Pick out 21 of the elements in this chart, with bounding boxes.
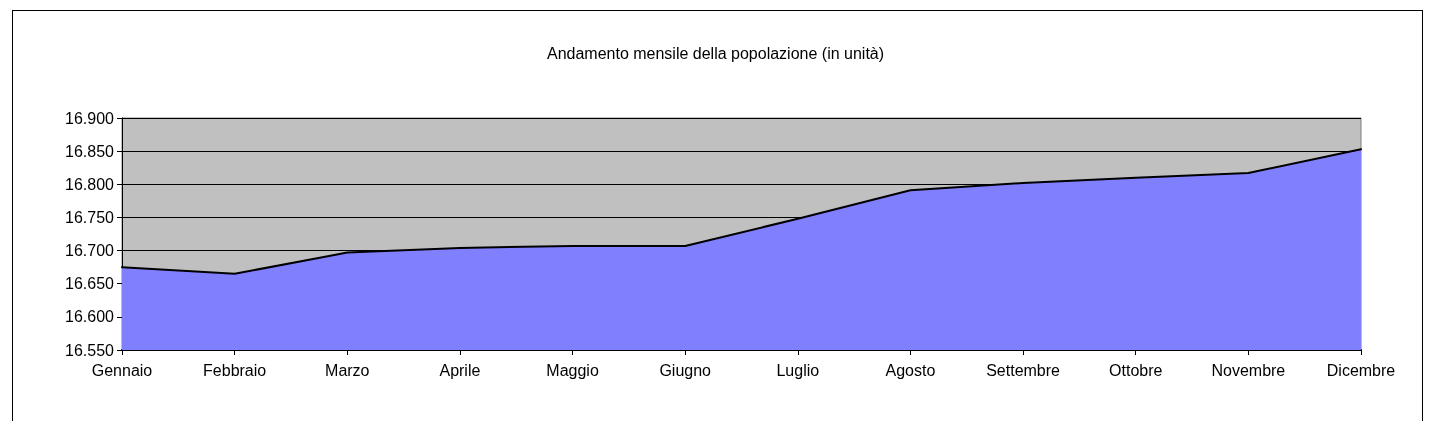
y-tick-label: 16.600: [65, 308, 115, 326]
y-tick-label: 16.650: [65, 275, 115, 293]
chart-title: Andamento mensile della popolazione (in unità): [546, 44, 885, 62]
x-tick-label: Febbraio: [203, 361, 267, 379]
x-tick-label: Marzo: [325, 361, 370, 379]
y-tick-label: 16.700: [65, 242, 115, 260]
x-tick-label: Ottobre: [1109, 361, 1163, 379]
x-tick-label: Gennaio: [91, 361, 153, 379]
x-tick-label: Dicembre: [1326, 361, 1396, 379]
y-tick-label: 16.850: [65, 142, 115, 160]
y-tick-label: 16.900: [65, 109, 115, 127]
x-tick-label: Agosto: [885, 361, 936, 379]
x-tick-label: Novembre: [1211, 361, 1286, 379]
x-tick-label: Giugno: [659, 361, 712, 379]
x-tick-label: Aprile: [439, 361, 481, 379]
y-tick-label: 16.750: [65, 208, 115, 226]
x-tick-label: Settembre: [986, 361, 1061, 379]
y-tick-label: 16.550: [65, 341, 115, 359]
y-tick-label: 16.800: [65, 175, 115, 193]
x-tick-label: Luglio: [776, 361, 820, 379]
x-tick-label: Maggio: [546, 361, 599, 379]
